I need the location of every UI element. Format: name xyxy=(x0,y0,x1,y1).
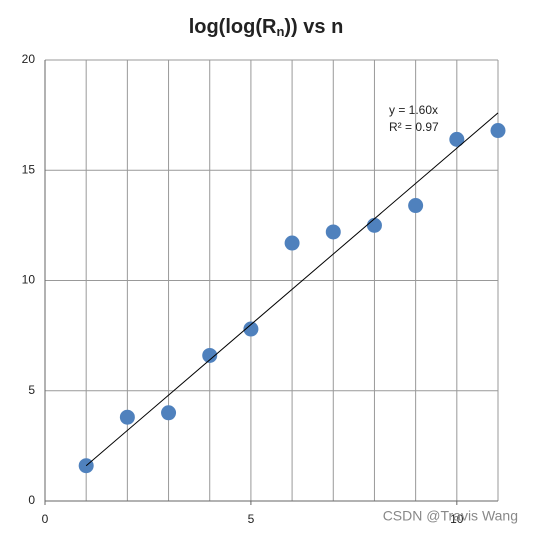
y-tick-label: 20 xyxy=(22,52,36,66)
y-tick-label: 15 xyxy=(22,162,36,176)
point xyxy=(490,123,506,139)
point xyxy=(119,409,135,425)
title-part: )) vs n xyxy=(284,16,343,38)
point xyxy=(408,198,424,214)
point xyxy=(161,405,177,421)
point xyxy=(202,347,218,363)
y-tick-label: 5 xyxy=(28,383,35,397)
point xyxy=(366,217,382,233)
chart-title: log(log(Rn)) vs n xyxy=(189,16,344,39)
trend-equation: y = 1.60x xyxy=(389,103,438,117)
trendline xyxy=(85,112,499,467)
y-tick-label: 10 xyxy=(22,273,36,287)
x-tick-label: 5 xyxy=(248,512,255,526)
x-tick-label: 10 xyxy=(450,512,464,526)
watermark: CSDN @Travis Wang xyxy=(383,508,518,524)
x-tick-label: 0 xyxy=(42,512,49,526)
title-subscript: n xyxy=(276,24,284,39)
point xyxy=(243,321,259,337)
point xyxy=(325,224,341,240)
point xyxy=(449,131,465,147)
point xyxy=(284,235,300,251)
title-part: log(log(R xyxy=(189,16,277,38)
y-tick-label: 0 xyxy=(28,493,35,507)
trend-r-squared: R² = 0.97 xyxy=(389,120,439,134)
